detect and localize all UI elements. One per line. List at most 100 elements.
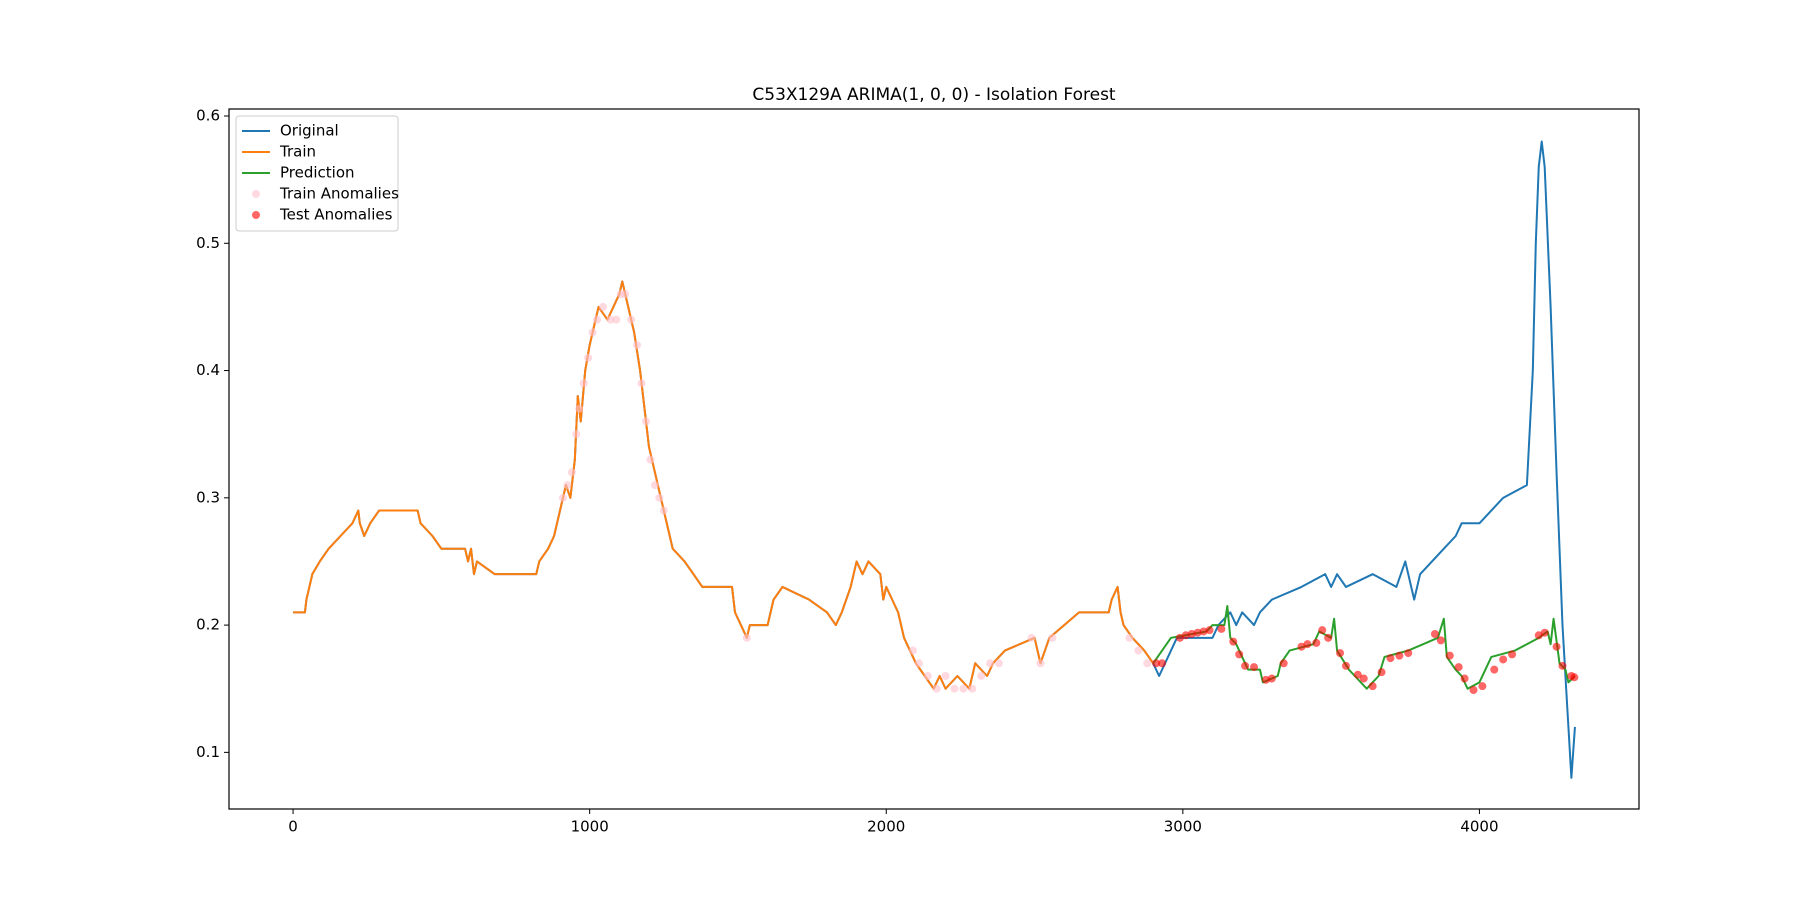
x-tick-label: 3000 bbox=[1164, 818, 1202, 836]
anomaly-point bbox=[1250, 663, 1259, 672]
anomaly-point bbox=[606, 315, 615, 324]
anomaly-point bbox=[941, 672, 950, 680]
anomaly-point bbox=[1279, 659, 1288, 668]
anomaly-point bbox=[1048, 633, 1057, 642]
legend-marker bbox=[252, 211, 260, 219]
anomaly-point bbox=[633, 341, 642, 350]
anomaly-point bbox=[637, 379, 646, 388]
y-tick-label: 0.5 bbox=[196, 234, 220, 252]
anomaly-point bbox=[1336, 649, 1345, 658]
anomaly-point bbox=[584, 353, 593, 362]
legend-marker bbox=[252, 190, 260, 198]
anomaly-point bbox=[1125, 633, 1134, 642]
anomaly-point bbox=[1036, 659, 1045, 668]
anomaly-point bbox=[977, 672, 986, 680]
anomaly-point bbox=[1445, 651, 1454, 660]
anomaly-point bbox=[1143, 659, 1152, 668]
legend-box bbox=[235, 115, 399, 232]
x-tick-label: 0 bbox=[288, 818, 298, 836]
anomaly-point bbox=[575, 404, 584, 413]
anomaly-point bbox=[646, 455, 655, 464]
anomaly-point bbox=[558, 493, 567, 502]
anomaly-point bbox=[1469, 686, 1478, 694]
anomaly-point bbox=[923, 672, 932, 680]
anomaly-point bbox=[1430, 630, 1439, 638]
anomaly-point bbox=[1368, 682, 1377, 691]
anomaly-point bbox=[1324, 633, 1333, 642]
anomaly-point bbox=[1377, 668, 1386, 677]
anomaly-point bbox=[567, 468, 576, 477]
plot-area bbox=[293, 140, 1579, 779]
series-line bbox=[293, 140, 1576, 779]
anomaly-point bbox=[932, 684, 941, 693]
anomaly-point bbox=[563, 481, 572, 490]
anomaly-point bbox=[612, 315, 621, 324]
legend-label: Train bbox=[279, 143, 316, 161]
x-tick-label: 4000 bbox=[1460, 818, 1498, 836]
anomaly-point bbox=[986, 659, 995, 668]
anomaly-point bbox=[959, 684, 968, 693]
legend-label: Original bbox=[280, 122, 339, 140]
x-tick-label: 2000 bbox=[867, 818, 905, 836]
anomaly-point bbox=[1158, 659, 1167, 668]
anomaly-point bbox=[1395, 651, 1404, 660]
anomaly-point bbox=[655, 493, 664, 502]
y-tick-label: 0.6 bbox=[196, 107, 220, 125]
series-line bbox=[293, 280, 1154, 690]
anomaly-point bbox=[1499, 655, 1508, 664]
anomaly-point bbox=[1341, 661, 1350, 670]
anomaly-point bbox=[1460, 674, 1469, 683]
legend-label: Test Anomalies bbox=[279, 206, 393, 224]
anomaly-point bbox=[1540, 628, 1549, 637]
y-tick-label: 0.4 bbox=[196, 361, 220, 379]
anomaly-point bbox=[1353, 670, 1362, 679]
anomaly-point bbox=[908, 646, 917, 655]
anomaly-point bbox=[1229, 637, 1238, 646]
y-tick-label: 0.3 bbox=[196, 488, 220, 506]
anomaly-point bbox=[588, 328, 597, 337]
anomaly-point bbox=[1312, 638, 1321, 647]
anomaly-point bbox=[1478, 682, 1487, 691]
anomaly-point bbox=[1359, 674, 1368, 683]
anomaly-point bbox=[742, 633, 751, 642]
anomaly-point bbox=[1490, 665, 1499, 674]
anomaly-point bbox=[1436, 636, 1445, 645]
y-tick-label: 0.2 bbox=[196, 616, 220, 634]
anomaly-point bbox=[1386, 654, 1395, 663]
anomaly-point bbox=[1235, 650, 1244, 659]
anomaly-point bbox=[621, 290, 630, 299]
anomaly-point bbox=[1134, 646, 1143, 655]
anomaly-point bbox=[968, 684, 977, 693]
legend-label: Train Anomalies bbox=[279, 185, 399, 203]
axes-frame bbox=[228, 108, 1640, 810]
y-tick-label: 0.1 bbox=[196, 743, 220, 761]
anomaly-point bbox=[572, 430, 581, 439]
anomaly-point bbox=[1318, 626, 1327, 635]
x-tick-label: 1000 bbox=[571, 818, 609, 836]
anomaly-point bbox=[1404, 649, 1413, 658]
anomaly-point bbox=[1570, 673, 1579, 682]
anomaly-point bbox=[1303, 640, 1312, 649]
anomaly-point bbox=[659, 506, 668, 515]
anomaly-point bbox=[579, 379, 588, 388]
anomaly-point bbox=[1241, 661, 1250, 670]
anomaly-point bbox=[914, 659, 923, 668]
anomaly-point bbox=[650, 481, 659, 490]
anomaly-point bbox=[1454, 663, 1463, 672]
anomaly-point bbox=[994, 659, 1003, 668]
anomaly-point bbox=[1558, 661, 1567, 670]
anomaly-point bbox=[950, 684, 959, 693]
anomaly-point bbox=[1027, 633, 1036, 642]
anomaly-point bbox=[599, 302, 608, 311]
anomaly-point bbox=[1508, 650, 1517, 659]
anomaly-point bbox=[593, 315, 602, 324]
legend-label: Prediction bbox=[280, 164, 355, 182]
series-line bbox=[1152, 605, 1576, 690]
anomaly-point bbox=[1267, 674, 1276, 683]
anomaly-point bbox=[642, 417, 651, 426]
anomaly-point bbox=[1552, 642, 1561, 651]
anomaly-point bbox=[1152, 659, 1161, 668]
anomaly-point bbox=[627, 315, 636, 324]
